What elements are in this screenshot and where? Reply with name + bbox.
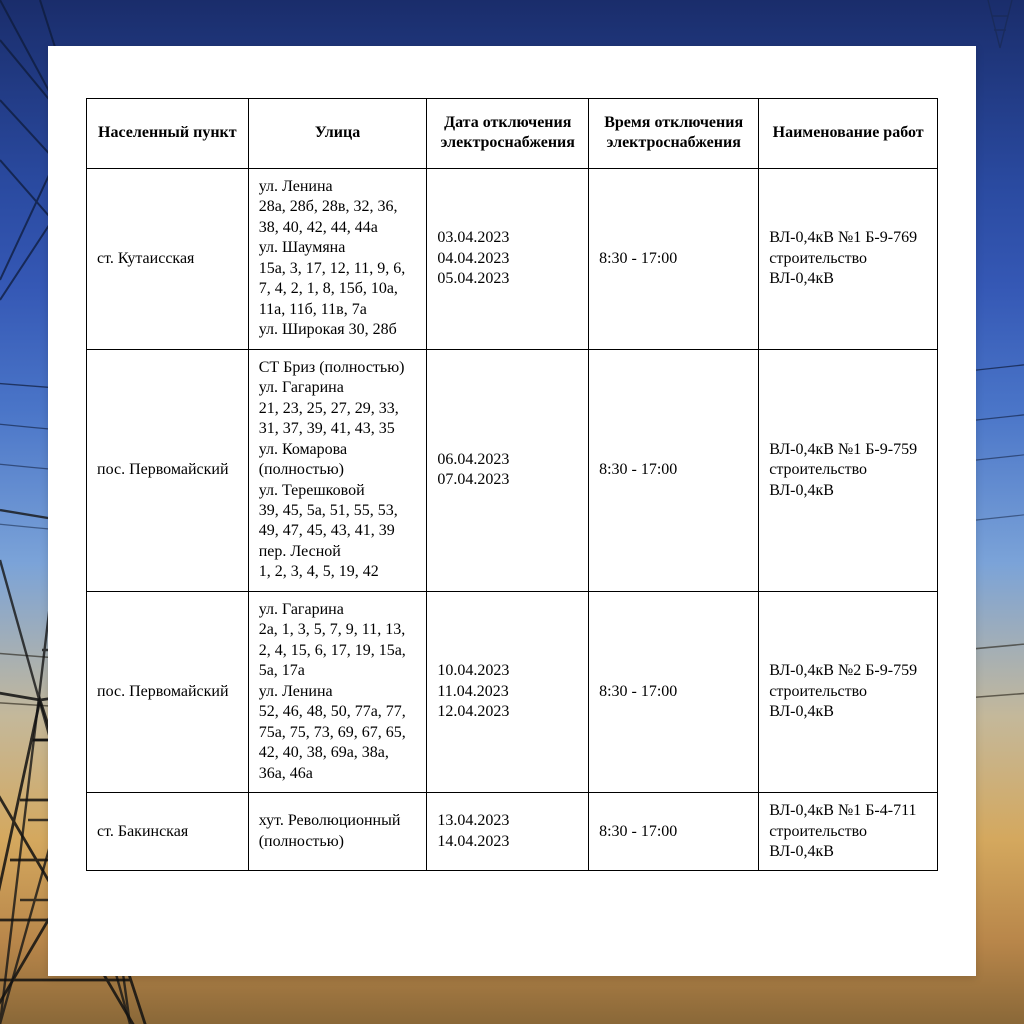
cell-date: 10.04.202311.04.202312.04.2023	[427, 591, 589, 792]
cell-date: 06.04.202307.04.2023	[427, 349, 589, 591]
col-header-date: Дата отключения электроснабжения	[427, 99, 589, 169]
cell-work: ВЛ-0,4кВ №1 Б-9-759 строительство ВЛ-0,4…	[759, 349, 938, 591]
table-body: ст. Кутаисская ул. Ленина28а, 28б, 28в, …	[87, 168, 938, 871]
cell-street: ул. Ленина28а, 28б, 28в, 32, 36, 38, 40,…	[248, 168, 427, 349]
cell-street: СТ Бриз (полностью)ул. Гагарина21, 23, 2…	[248, 349, 427, 591]
table-row: пос. Первомайский ул. Гагарина2а, 1, 3, …	[87, 591, 938, 792]
outage-schedule-table: Населенный пункт Улица Дата отключения э…	[86, 98, 938, 871]
cell-location: пос. Первомайский	[87, 349, 249, 591]
table-row: ст. Бакинская хут. Революционный (полнос…	[87, 793, 938, 871]
cell-work: ВЛ-0,4кВ №1 Б-4-711 строительство ВЛ-0,4…	[759, 793, 938, 871]
cell-date: 03.04.202304.04.202305.04.2023	[427, 168, 589, 349]
cell-date: 13.04.202314.04.2023	[427, 793, 589, 871]
cell-time: 8:30 - 17:00	[589, 168, 759, 349]
cell-location: ст. Бакинская	[87, 793, 249, 871]
cell-location: пос. Первомайский	[87, 591, 249, 792]
cell-work: ВЛ-0,4кВ №2 Б-9-759 строительство ВЛ-0,4…	[759, 591, 938, 792]
table-row: ст. Кутаисская ул. Ленина28а, 28б, 28в, …	[87, 168, 938, 349]
cell-street: ул. Гагарина2а, 1, 3, 5, 7, 9, 11, 13, 2…	[248, 591, 427, 792]
cell-location: ст. Кутаисская	[87, 168, 249, 349]
cell-street: хут. Революционный (полностью)	[248, 793, 427, 871]
cell-time: 8:30 - 17:00	[589, 349, 759, 591]
document-paper: Населенный пункт Улица Дата отключения э…	[48, 46, 976, 976]
col-header-work: Наименование работ	[759, 99, 938, 169]
table-header-row: Населенный пункт Улица Дата отключения э…	[87, 99, 938, 169]
col-header-time: Время отключения электроснабжения	[589, 99, 759, 169]
cell-time: 8:30 - 17:00	[589, 591, 759, 792]
col-header-location: Населенный пункт	[87, 99, 249, 169]
col-header-street: Улица	[248, 99, 427, 169]
table-row: пос. Первомайский СТ Бриз (полностью)ул.…	[87, 349, 938, 591]
cell-time: 8:30 - 17:00	[589, 793, 759, 871]
cell-work: ВЛ-0,4кВ №1 Б-9-769 строительство ВЛ-0,4…	[759, 168, 938, 349]
